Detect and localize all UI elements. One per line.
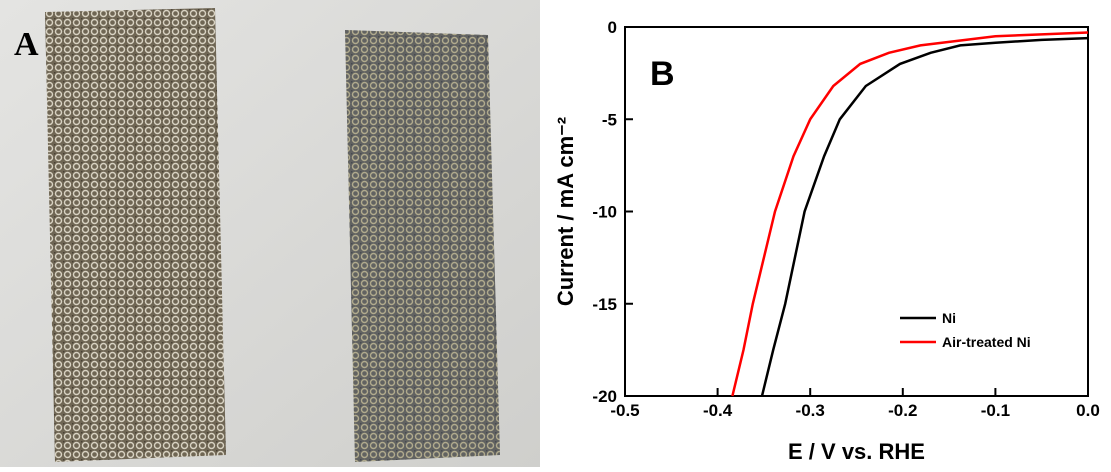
photo: A [0,0,540,467]
x-tick-label: -0.4 [703,401,733,420]
y-tick-label: -10 [592,203,617,222]
x-tick-label: -0.1 [981,401,1010,420]
line-series [731,31,1089,397]
foam-strip [45,8,226,462]
x-tick-label: -0.3 [796,401,825,420]
y-tick-label: 0 [608,18,617,37]
legend-label: Air-treated Ni [942,334,1031,350]
line-series [760,36,1089,397]
chart: -0.5 -0.4 -0.3 -0.2 -0.1 0.0 0 -5 -10 -15 -20 E / V… [553,18,1100,464]
panel-label: B [650,55,675,93]
legend-label: Ni [942,310,956,326]
panel-label: A [14,26,39,63]
x-tick-label: -0.2 [888,401,917,420]
foam-strip [345,30,500,462]
y-tick-label: -20 [592,387,617,406]
x-tick-label: -0.5 [610,401,639,420]
x-axis-label: E / V vs. RHE [788,439,925,464]
y-tick-label: -5 [602,110,617,129]
y-axis-label: Current / mA cm⁻² [553,117,578,306]
y-tick-label: -15 [592,295,617,314]
foam-tint [345,30,500,462]
x-tick-label: 0.0 [1076,401,1100,420]
